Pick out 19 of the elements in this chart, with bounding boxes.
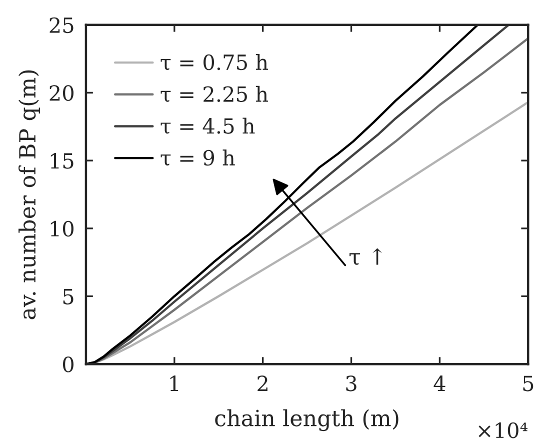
y-tick-label: 0: [62, 356, 74, 372]
x-tick-label: 5: [523, 376, 534, 392]
x-axis-title: chain length (m): [215, 409, 398, 432]
y-tick-label: 10: [50, 220, 74, 237]
y-tick-label: 20: [50, 85, 74, 101]
annotation: τ ↑: [350, 248, 382, 265]
x-tick-label: 4: [434, 376, 446, 392]
x-tick-label: 2: [258, 376, 268, 392]
y-tick-label: 5: [63, 288, 74, 304]
y-tick-label: 15: [50, 153, 74, 169]
legend-label: τ = 9 h: [160, 150, 235, 166]
legend-label: τ = 4.5 h: [160, 118, 255, 134]
legend-label: τ = 0.75 h: [160, 54, 268, 70]
legend-label: τ = 2.25 h: [160, 86, 268, 102]
y-tick-label: 25: [50, 17, 74, 34]
x-tick-label: 3: [346, 376, 356, 392]
text: ×10⁴: [478, 422, 528, 438]
y-axis-title: av. number of BP q(m): [18, 70, 40, 320]
x-tick-label: 1: [170, 376, 178, 392]
